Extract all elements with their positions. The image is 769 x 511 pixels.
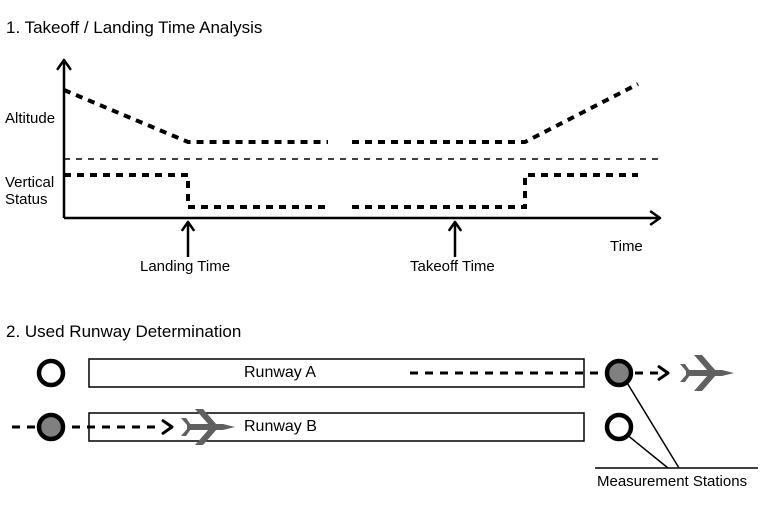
section1-title: 1. Takeoff / Landing Time Analysis: [6, 18, 262, 38]
landing-time-label: Landing Time: [140, 258, 230, 275]
section2-title: 2. Used Runway Determination: [6, 322, 241, 342]
diagram-svg: [0, 0, 769, 511]
altitude-label: Altitude: [5, 110, 55, 127]
time-axis-label: Time: [610, 238, 643, 255]
diagram-root: { "section1": { "title": "1. Takeoff / L…: [0, 0, 769, 511]
takeoff-time-label: Takeoff Time: [410, 258, 495, 275]
measurement-label: Measurement Stations: [597, 473, 747, 490]
runway-b-label: Runway B: [244, 418, 317, 436]
runway-a-label: Runway A: [244, 364, 316, 382]
vstatus-label: Vertical Status: [5, 175, 54, 208]
